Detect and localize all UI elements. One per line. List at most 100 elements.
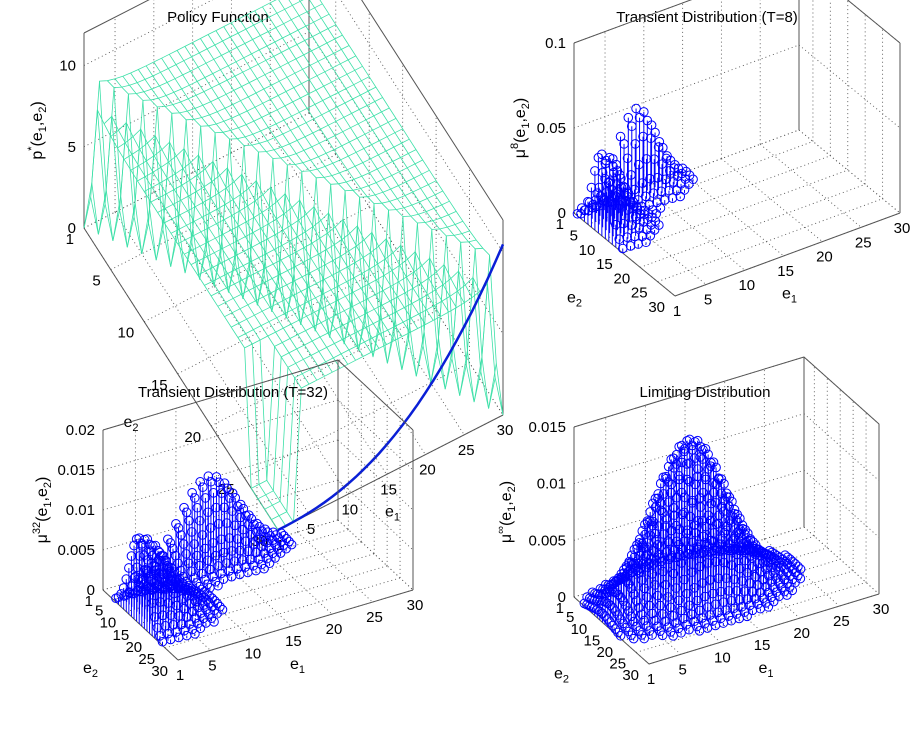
stem-marker xyxy=(700,443,711,454)
z-tick-label: 0 xyxy=(87,582,95,599)
e2-tick-label: 30 xyxy=(622,667,639,684)
stem-marker xyxy=(695,441,706,452)
e2-tick-label: 15 xyxy=(584,632,601,649)
x-axis-label: e1 xyxy=(782,286,797,306)
stem-marker xyxy=(634,112,645,123)
stem-marker xyxy=(663,536,674,547)
e1-tick-label: 20 xyxy=(793,625,810,642)
stem-marker xyxy=(700,472,711,482)
e1-tick-label: 5 xyxy=(307,521,315,538)
stem-marker xyxy=(205,564,216,575)
stem-marker xyxy=(790,567,801,578)
stem-marker xyxy=(184,515,195,526)
stem-marker xyxy=(660,616,671,627)
stem-marker xyxy=(243,519,254,530)
mesh-line xyxy=(231,211,457,370)
stem-marker xyxy=(166,576,177,586)
axes-box xyxy=(573,0,901,297)
mesh-line xyxy=(257,247,483,500)
e2-tick-label: 25 xyxy=(631,285,648,302)
mesh-line xyxy=(103,13,330,248)
stem-marker xyxy=(621,601,631,611)
stem-marker xyxy=(679,613,689,624)
x-axis-label: e1 xyxy=(758,660,773,680)
stem-marker xyxy=(161,555,171,566)
stem-marker xyxy=(619,139,629,149)
stem-marker xyxy=(686,609,697,620)
stem-marker xyxy=(254,521,265,532)
stem-marker xyxy=(623,606,634,616)
z-tick-label: 0.015 xyxy=(57,462,95,479)
stem-marker xyxy=(631,562,642,572)
stem-marker xyxy=(684,434,695,445)
e1-tick-label: 5 xyxy=(208,657,216,674)
stem-marker xyxy=(129,540,139,551)
e1-tick-label: 15 xyxy=(285,633,302,650)
stem-marker xyxy=(676,440,687,451)
stem-marker xyxy=(199,592,209,603)
stem-marker xyxy=(657,630,668,641)
stem-marker xyxy=(597,608,608,619)
mesh-line xyxy=(207,34,403,337)
e1-tick-labels: 1 5 10 15 20 25 30 xyxy=(176,597,424,684)
stem-marker xyxy=(208,571,218,582)
stem-marker xyxy=(652,172,663,183)
stem-marker xyxy=(705,575,716,585)
chart-title: Transient Distribution (T=32) xyxy=(138,384,328,401)
transient-distribution-t8-plot: Transient Distribution (T=8) 0 0.05 0.1 … xyxy=(509,0,910,320)
grid-line xyxy=(803,526,880,595)
stem-marker xyxy=(113,592,124,603)
mesh-line xyxy=(153,61,349,365)
stem-marker xyxy=(198,482,208,492)
stem-marker xyxy=(684,476,695,487)
e2-tick-label: 1 xyxy=(66,231,74,248)
e1-tick-label: 20 xyxy=(816,249,833,266)
stem-marker xyxy=(187,488,197,498)
stem-marker xyxy=(216,568,226,579)
stem-marker xyxy=(679,507,689,518)
e2-tick-label: 1 xyxy=(85,593,93,610)
stem-marker xyxy=(734,563,745,574)
stem-marker xyxy=(268,527,278,538)
stem-marker xyxy=(719,506,729,517)
boundary-line xyxy=(277,243,505,532)
stem-marker xyxy=(163,564,174,575)
e1-tick-label: 1 xyxy=(176,667,184,684)
stem-marker xyxy=(642,621,652,631)
stem-marker xyxy=(711,462,721,473)
stem-marker xyxy=(774,591,784,602)
axis-edge xyxy=(573,0,693,44)
stem-marker xyxy=(179,502,189,513)
stem-marker xyxy=(197,530,208,540)
grid-line xyxy=(337,519,414,591)
stem-marker xyxy=(613,627,623,638)
stem-marker xyxy=(638,131,648,142)
stem-marker xyxy=(121,574,132,584)
grid-line xyxy=(657,198,883,283)
grid-line xyxy=(643,186,746,271)
mesh-line xyxy=(288,0,481,396)
stem-marker xyxy=(657,609,668,619)
stem-marker xyxy=(173,558,183,569)
stem-marker xyxy=(732,549,742,560)
stem-marker xyxy=(153,545,163,556)
stem-marker xyxy=(655,478,666,489)
stem-marker xyxy=(745,600,755,611)
stem-marker xyxy=(626,220,637,230)
axis-edge xyxy=(83,227,279,531)
e1-tick-label: 25 xyxy=(458,442,475,459)
stem-marker xyxy=(579,205,590,216)
stem-marker xyxy=(671,583,681,593)
stem-marker xyxy=(611,179,622,189)
e2-tick-label: 10 xyxy=(100,615,117,632)
stem-marker xyxy=(616,574,626,584)
stem-marker xyxy=(782,590,792,600)
stem-marker xyxy=(637,575,647,585)
stem-marker xyxy=(687,498,697,508)
axis-edge xyxy=(803,356,880,425)
e1-tick-label: 30 xyxy=(497,422,514,439)
stem-marker xyxy=(668,503,679,513)
stem-marker xyxy=(637,526,648,536)
stem-marker xyxy=(192,550,202,561)
mesh-line xyxy=(237,220,464,377)
